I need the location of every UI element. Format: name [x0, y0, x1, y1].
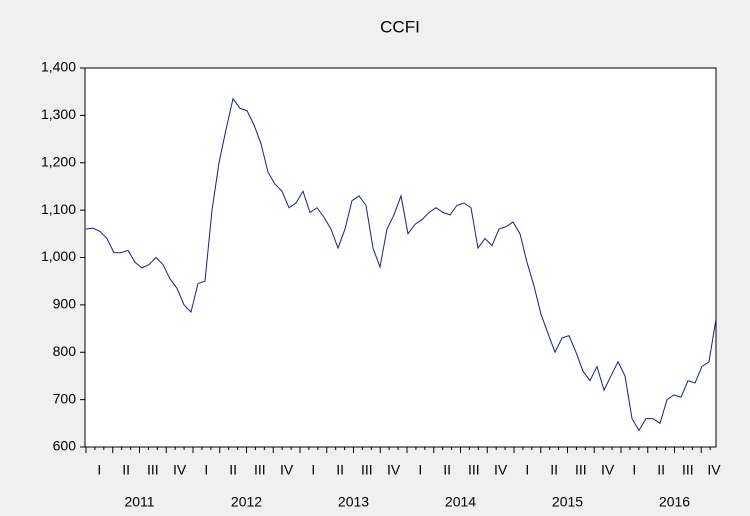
- x-quarter-label: III: [468, 462, 480, 478]
- x-quarter-label: IV: [173, 462, 187, 478]
- x-quarter-label: I: [97, 462, 101, 478]
- x-quarter-label: IV: [387, 462, 401, 478]
- y-tick-label: 600: [53, 438, 77, 454]
- x-quarter-label: III: [254, 462, 266, 478]
- x-quarter-label: III: [575, 462, 587, 478]
- x-quarter-label: III: [361, 462, 373, 478]
- x-year-label: 2012: [231, 494, 262, 510]
- plot-area: [84, 67, 717, 448]
- y-tick-label: 700: [53, 390, 77, 406]
- x-year-label: 2015: [552, 494, 583, 510]
- x-quarter-label: II: [443, 462, 451, 478]
- x-quarter-label: I: [311, 462, 315, 478]
- x-quarter-label: IV: [601, 462, 615, 478]
- x-year-label: 2011: [124, 494, 154, 510]
- x-quarter-label: I: [632, 462, 636, 478]
- line-series: [85, 97, 717, 432]
- x-quarter-label: II: [122, 462, 130, 478]
- x-year-label: 2013: [338, 494, 369, 510]
- x-quarter-label: IV: [280, 462, 294, 478]
- y-tick-label: 1,300: [41, 106, 76, 122]
- x-quarter-label: IV: [494, 462, 508, 478]
- x-quarter-label: IV: [707, 462, 721, 478]
- y-tick-label: 1,200: [41, 153, 76, 169]
- y-tick-label: 1,000: [41, 248, 76, 264]
- x-quarter-label: I: [418, 462, 422, 478]
- x-year-label: 2016: [659, 494, 690, 510]
- x-quarter-label: I: [204, 462, 208, 478]
- x-quarter-label: II: [550, 462, 558, 478]
- x-quarter-label: III: [147, 462, 159, 478]
- x-quarter-label: II: [229, 462, 237, 478]
- y-tick-label: 1,100: [41, 201, 76, 217]
- y-tick-label: 800: [53, 343, 77, 359]
- chart-title: CCFI: [380, 17, 420, 36]
- x-quarter-label: I: [525, 462, 529, 478]
- y-tick-label: 900: [53, 296, 77, 312]
- y-tick-label: 1,400: [41, 59, 76, 75]
- x-quarter-label: II: [336, 462, 344, 478]
- x-quarter-label: III: [682, 462, 694, 478]
- x-quarter-label: II: [657, 462, 665, 478]
- x-year-label: 2014: [445, 494, 476, 510]
